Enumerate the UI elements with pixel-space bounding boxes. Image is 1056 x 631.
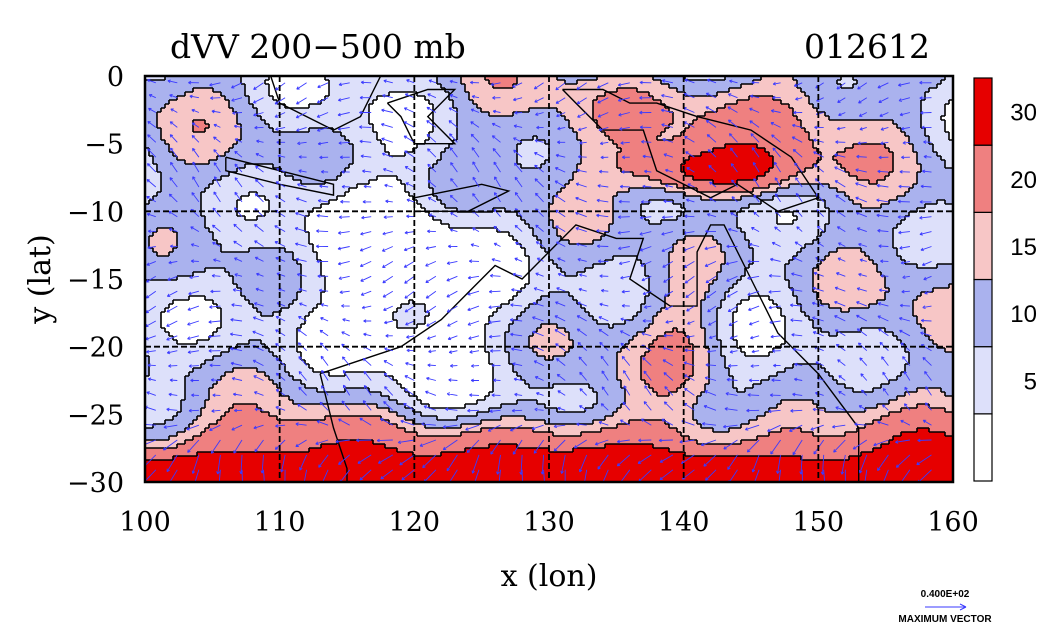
colorbar-swatch xyxy=(973,211,993,281)
x-tick-label: 140 xyxy=(658,507,710,538)
y-axis-label: y (lat) xyxy=(23,234,58,324)
colorbar-level-label: 10 xyxy=(1010,301,1037,328)
chart-date-label: 012612 xyxy=(804,27,930,66)
grid-lines xyxy=(145,76,953,482)
vector-legend-value: 0.400E+02 xyxy=(921,589,970,600)
x-tick-label: 150 xyxy=(793,507,845,538)
y-tick-label: −20 xyxy=(67,333,124,364)
y-tick-label: −10 xyxy=(67,197,124,228)
y-tick-label: −30 xyxy=(67,468,124,499)
plot-frame xyxy=(143,74,955,484)
x-tick-label: 120 xyxy=(389,507,441,538)
y-tick-label: −25 xyxy=(67,400,124,431)
colorbar-level-label: 30 xyxy=(1010,100,1037,127)
y-tick-label: 0 xyxy=(107,62,124,93)
x-tick-label: 130 xyxy=(523,507,575,538)
colorbar-swatch xyxy=(973,413,993,482)
contour-field xyxy=(145,76,953,482)
x-tick-label: 160 xyxy=(927,507,979,538)
colorbar-swatch xyxy=(973,144,993,213)
colorbar: 5 10 15 20 30 xyxy=(973,77,1037,482)
vector-legend-arrowhead xyxy=(959,603,967,611)
colorbar-level-label: 20 xyxy=(1010,167,1037,194)
vector-legend: 0.400E+02 MAXIMUM VECTOR xyxy=(898,589,992,625)
x-tick-label: 100 xyxy=(119,507,171,538)
wind-vectors xyxy=(145,78,932,482)
chart-title: dVV 200−500 mb xyxy=(170,27,466,66)
colorbar-swatch xyxy=(973,77,993,146)
colorbar-swatch xyxy=(973,346,993,415)
y-tick-label: −15 xyxy=(67,265,124,296)
x-axis-label: x (lon) xyxy=(501,559,598,594)
y-tick-label: −5 xyxy=(84,130,124,161)
colorbar-level-label: 5 xyxy=(1024,368,1037,395)
x-tick-label: 110 xyxy=(254,507,306,538)
colorbar-level-label: 15 xyxy=(1010,234,1037,261)
vector-legend-label: MAXIMUM VECTOR xyxy=(898,614,992,625)
colorbar-swatch xyxy=(973,278,993,348)
y-tick-labels: 0 −5 −10 −15 −20 −25 −30 xyxy=(67,62,124,499)
x-tick-labels: 100 110 120 130 140 150 160 xyxy=(119,507,979,538)
